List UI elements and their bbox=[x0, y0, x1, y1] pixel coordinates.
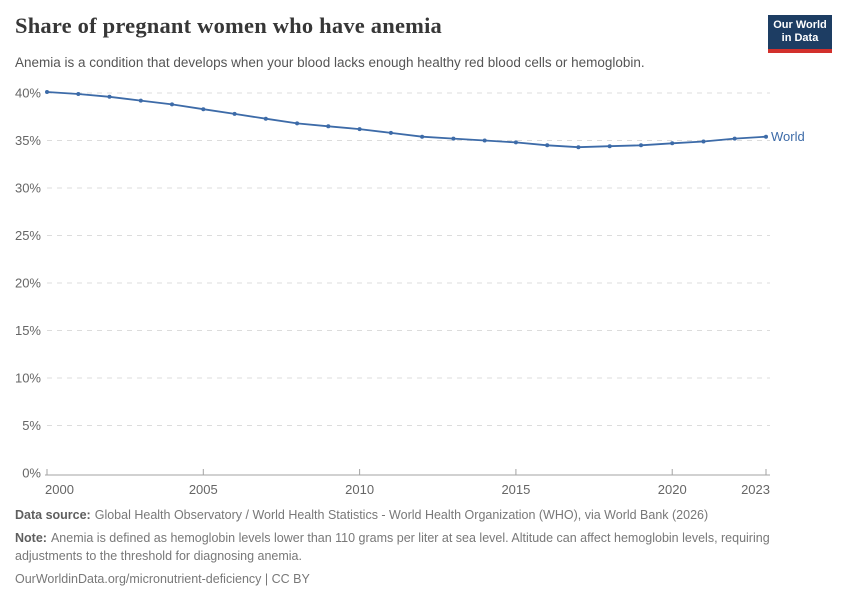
note-line: Note: Anemia is defined as hemoglobin lev… bbox=[15, 530, 817, 565]
y-axis-tick-label: 20% bbox=[15, 276, 41, 291]
x-axis-tick-label: 2010 bbox=[345, 482, 374, 497]
data-source-line: Data source: Global Health Observatory / … bbox=[15, 507, 817, 524]
data-point[interactable] bbox=[576, 145, 581, 150]
data-point[interactable] bbox=[545, 143, 550, 148]
data-point[interactable] bbox=[107, 94, 112, 99]
data-point[interactable] bbox=[232, 111, 237, 116]
owid-logo[interactable]: Our World in Data bbox=[768, 15, 832, 53]
y-axis-tick-label: 10% bbox=[15, 371, 41, 386]
owid-logo-line2: in Data bbox=[781, 32, 819, 45]
world-line[interactable] bbox=[46, 91, 767, 149]
data-point[interactable] bbox=[701, 139, 706, 144]
chart-subtitle: Anemia is a condition that develops when… bbox=[15, 55, 645, 70]
note-text: Anemia is defined as hemoglobin levels l… bbox=[15, 531, 770, 563]
note-label: Note: bbox=[15, 531, 47, 546]
data-point[interactable] bbox=[388, 130, 393, 135]
y-axis-tick-label: 35% bbox=[15, 133, 41, 148]
data-point[interactable] bbox=[170, 102, 174, 107]
license-line[interactable]: OurWorldinData.org/micronutrient-deficie… bbox=[15, 571, 310, 586]
data-point[interactable] bbox=[201, 107, 206, 112]
data-point[interactable] bbox=[357, 127, 362, 132]
data-point[interactable] bbox=[639, 143, 643, 148]
chart-footer: Data source: Global Health Observatory / … bbox=[15, 507, 817, 588]
owid-logo-line1: Our World bbox=[773, 19, 827, 31]
y-axis-tick-label: 5% bbox=[22, 418, 41, 433]
data-point[interactable] bbox=[45, 90, 49, 94]
data-point[interactable] bbox=[670, 141, 675, 146]
series-label-world[interactable]: World bbox=[771, 129, 805, 144]
data-point[interactable] bbox=[607, 144, 612, 149]
x-axis-tick-label: 2023 bbox=[741, 482, 770, 497]
data-point[interactable] bbox=[732, 136, 737, 141]
data-point[interactable] bbox=[482, 138, 487, 143]
data-point[interactable] bbox=[263, 116, 268, 121]
y-axis-tick-label: 40% bbox=[15, 86, 41, 101]
y-axis-tick-label: 0% bbox=[22, 466, 41, 481]
data-point[interactable] bbox=[76, 92, 81, 96]
data-point[interactable] bbox=[138, 98, 143, 103]
page-title: Share of pregnant women who have anemia bbox=[15, 13, 442, 38]
data-source-text: Global Health Observatory / World Health… bbox=[94, 508, 709, 522]
data-point[interactable] bbox=[420, 134, 425, 139]
data-point[interactable] bbox=[764, 134, 768, 139]
data-point[interactable] bbox=[513, 140, 518, 145]
y-axis-tick-label: 15% bbox=[15, 323, 41, 338]
data-point[interactable] bbox=[295, 121, 300, 126]
data-point[interactable] bbox=[451, 136, 456, 141]
y-axis-tick-label: 25% bbox=[15, 228, 41, 243]
data-point[interactable] bbox=[326, 124, 331, 129]
x-axis-tick-label: 2000 bbox=[45, 482, 74, 497]
x-axis-tick-label: 2020 bbox=[658, 482, 687, 497]
x-axis-tick-label: 2015 bbox=[501, 482, 530, 497]
x-axis-tick-label: 2005 bbox=[189, 482, 218, 497]
y-axis-tick-label: 30% bbox=[15, 181, 41, 196]
data-source-label: Data source: bbox=[15, 508, 91, 522]
